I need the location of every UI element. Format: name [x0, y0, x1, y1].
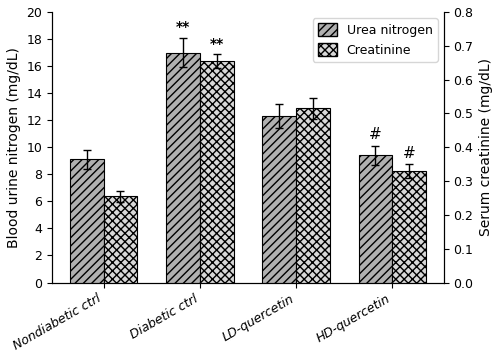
- Bar: [70, 159, 103, 283]
- Bar: [104, 196, 138, 283]
- Bar: [392, 171, 426, 283]
- Bar: [200, 61, 234, 283]
- Text: #: #: [369, 127, 382, 143]
- Text: #: #: [403, 146, 415, 161]
- Bar: [358, 156, 392, 283]
- Y-axis label: Blood urine nitrogen (mg/dL): Blood urine nitrogen (mg/dL): [7, 47, 21, 248]
- Legend: Urea nitrogen, Creatinine: Urea nitrogen, Creatinine: [313, 18, 438, 62]
- Bar: [262, 116, 296, 283]
- Text: **: **: [210, 37, 224, 51]
- Y-axis label: Serum creatinine (mg/dL): Serum creatinine (mg/dL): [479, 58, 493, 236]
- Text: **: **: [176, 20, 190, 34]
- Bar: [166, 53, 200, 283]
- Bar: [296, 108, 330, 283]
